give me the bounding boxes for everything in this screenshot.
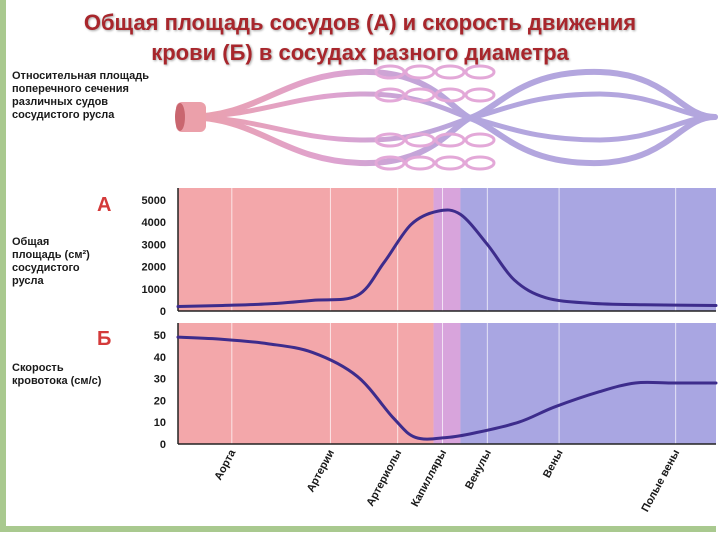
vessel-branch <box>467 114 718 167</box>
x-category-label: Полые вены <box>639 448 682 514</box>
vessel-branch <box>467 68 718 121</box>
y-tick-label: 3000 <box>142 239 166 251</box>
panel-a-ylabel: Общая площадь (см²) сосудистого русла <box>12 236 90 288</box>
ylabel-line: русла <box>12 275 44 287</box>
panels-background <box>178 188 716 444</box>
axes: 0 1000 2000 3000 4000 5000 0 10 20 30 40 50 <box>142 188 716 451</box>
x-category-label: Вены <box>541 448 566 480</box>
vessel-zone-band <box>178 188 434 311</box>
ylabel-line: Общая <box>12 236 50 248</box>
diagram-label-line: поперечного сечения <box>12 83 129 95</box>
aorta-opening <box>175 103 185 131</box>
y-tick-label: 20 <box>154 395 166 407</box>
y-tick-label: 30 <box>154 374 166 386</box>
vessel-branch <box>182 91 473 121</box>
y-tick-label: 0 <box>160 439 166 451</box>
capillary-loops <box>374 64 496 171</box>
panel-b-letter: Б <box>97 328 112 350</box>
y-tick-label: 4000 <box>142 217 166 229</box>
diagram-label-line: различных судов <box>12 96 109 108</box>
diagram-label-line: Относительная площадь <box>12 70 150 82</box>
x-category-label: Капилляры <box>409 448 449 509</box>
ylabel-line: сосудистого <box>12 262 80 274</box>
x-category-label: Артериолы <box>364 448 404 509</box>
panel-b-ylabel: Скорость кровотока (см/с) <box>12 362 101 388</box>
diagram-label: Относительная площадь поперечного сечени… <box>12 70 149 122</box>
y-tick-label: 0 <box>160 306 166 318</box>
x-category-label: Аорта <box>212 447 238 482</box>
title-line-2: крови (Б) в сосудах разного диаметра <box>151 40 569 65</box>
vessel-zone-band <box>178 323 434 444</box>
vessel-branch <box>467 114 718 143</box>
ylabel-line: площадь (см²) <box>12 249 90 261</box>
category-labels: Аорта Артерии Артериолы Капилляры Венулы Вены… <box>212 447 682 514</box>
vessel-branch <box>182 114 473 143</box>
velocity-curve <box>176 335 718 441</box>
panel-a-letter: А <box>97 194 112 216</box>
y-tick-label: 50 <box>154 330 166 342</box>
vessel-zone-band <box>433 188 461 311</box>
curves <box>176 208 718 441</box>
y-tick-label: 40 <box>154 352 166 364</box>
vessel-zone-band <box>433 323 461 444</box>
vessel-zone-band <box>460 188 716 311</box>
vessel-network-illustration <box>175 64 718 171</box>
title-line-1: Общая площадь сосудов (А) и скорость дви… <box>83 10 637 35</box>
diagram-label-line: сосудистого русла <box>12 109 115 121</box>
slide-frame <box>0 0 716 532</box>
y-tick-label: 2000 <box>142 262 166 274</box>
x-category-label: Артерии <box>305 448 337 494</box>
page-title: Общая площадь сосудов (А) и скорость дви… <box>10 8 710 68</box>
y-tick-label: 1000 <box>142 284 166 296</box>
ylabel-line: кровотока (см/с) <box>12 375 102 387</box>
area-curve <box>176 208 718 309</box>
y-tick-label: 10 <box>154 417 166 429</box>
ylabel-line: Скорость <box>12 362 64 374</box>
y-tick-label: 5000 <box>142 195 166 207</box>
category-gridlines <box>231 188 677 444</box>
vessel-branch <box>467 91 718 121</box>
x-category-label: Венулы <box>463 448 494 492</box>
